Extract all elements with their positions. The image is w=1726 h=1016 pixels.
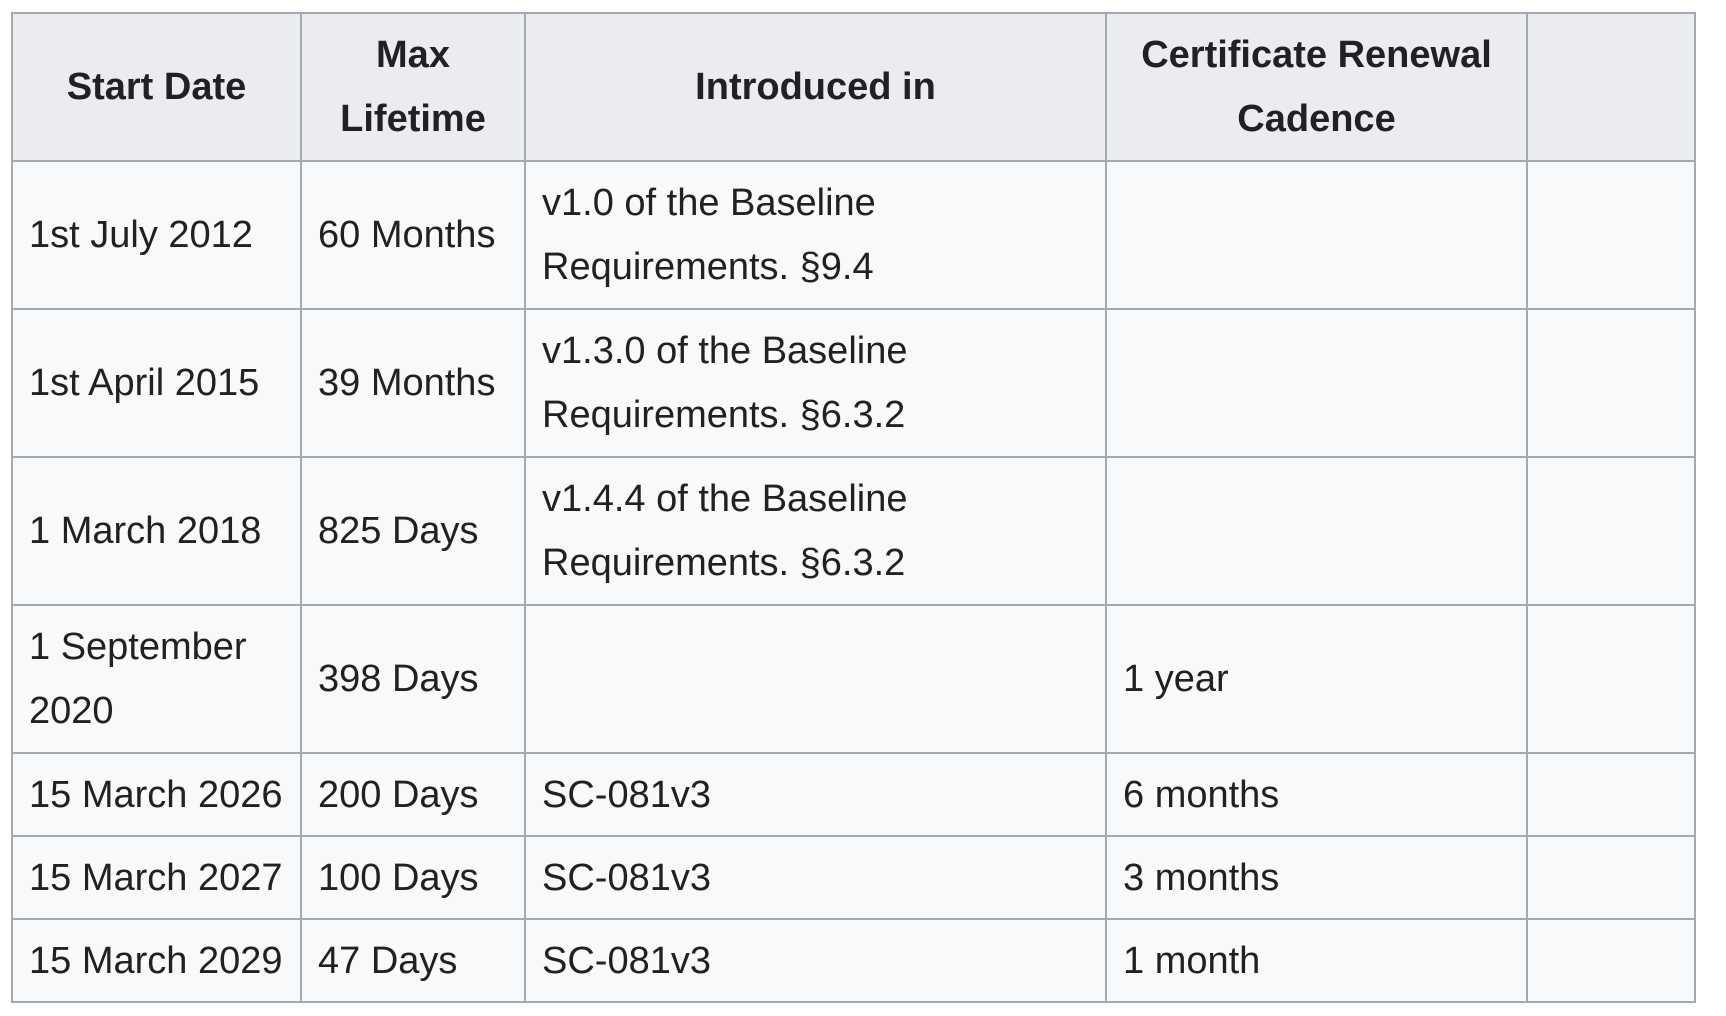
empty-cell <box>1526 752 1696 837</box>
cell-max-lifetime: 47 Days <box>300 918 526 1003</box>
cell-renewal-cadence: 1 month <box>1105 918 1528 1003</box>
cell-introduced-in: v1.3.0 of the Baseline Requirements. §6.… <box>524 308 1107 458</box>
table-row: 1 March 2018 825 Days v1.4.4 of the Base… <box>11 456 1696 606</box>
cell-max-lifetime: 100 Days <box>300 835 526 920</box>
cell-start-date: 15 March 2026 <box>11 752 302 837</box>
header-line: Introduced in <box>695 66 936 108</box>
certificate-lifetime-table: Start Date Max Lifetime Introduced in Ce… <box>11 12 1696 1003</box>
empty-cell <box>1526 604 1696 754</box>
column-header-introduced-in[interactable]: Introduced in <box>524 12 1107 162</box>
cell-start-date: 15 March 2029 <box>11 918 302 1003</box>
header-line: Lifetime <box>340 98 486 140</box>
empty-cell <box>1526 160 1696 310</box>
empty-cell <box>1526 835 1696 920</box>
cell-max-lifetime: 825 Days <box>300 456 526 606</box>
cell-renewal-cadence <box>1105 160 1528 310</box>
empty-cell <box>1526 308 1696 458</box>
cell-line: v1.4.4 of the Baseline <box>542 478 908 520</box>
cell-start-date: 15 March 2027 <box>11 835 302 920</box>
table-row: 15 March 2027 100 Days SC-081v3 3 months <box>11 835 1696 920</box>
cell-line: v1.0 of the Baseline <box>542 182 876 224</box>
empty-cell <box>1526 456 1696 606</box>
column-header-start-date[interactable]: Start Date <box>11 12 302 162</box>
table-row: 1st July 2012 60 Months v1.0 of the Base… <box>11 160 1696 310</box>
cell-renewal-cadence: 1 year <box>1105 604 1528 754</box>
cell-renewal-cadence: 3 months <box>1105 835 1528 920</box>
cell-introduced-in: v1.4.4 of the Baseline Requirements. §6.… <box>524 456 1107 606</box>
cell-max-lifetime: 60 Months <box>300 160 526 310</box>
column-header-max-lifetime[interactable]: Max Lifetime <box>300 12 526 162</box>
cell-line: 1 September <box>29 626 247 668</box>
cell-renewal-cadence: 6 months <box>1105 752 1528 837</box>
cell-max-lifetime: 398 Days <box>300 604 526 754</box>
cell-introduced-in: SC-081v3 <box>524 918 1107 1003</box>
cell-introduced-in: v1.0 of the Baseline Requirements. §9.4 <box>524 160 1107 310</box>
header-row: Start Date Max Lifetime Introduced in Ce… <box>11 12 1696 162</box>
cell-line: Requirements. §9.4 <box>542 246 874 288</box>
cell-line: 2020 <box>29 690 114 732</box>
cell-line: Requirements. §6.3.2 <box>542 542 906 584</box>
cell-max-lifetime: 200 Days <box>300 752 526 837</box>
column-header-renewal-cadence[interactable]: Certificate Renewal Cadence <box>1105 12 1528 162</box>
cell-line: Requirements. §6.3.2 <box>542 394 906 436</box>
empty-header-cell <box>1526 12 1696 162</box>
header-line: Start Date <box>66 66 247 108</box>
header-line: Certificate Renewal <box>1141 34 1492 76</box>
cell-line: v1.3.0 of the Baseline <box>542 330 908 372</box>
cell-max-lifetime: 39 Months <box>300 308 526 458</box>
empty-cell <box>1526 918 1696 1003</box>
header-line: Max <box>376 34 450 76</box>
cell-start-date: 1st April 2015 <box>11 308 302 458</box>
table-row: 1st April 2015 39 Months v1.3.0 of the B… <box>11 308 1696 458</box>
cell-renewal-cadence <box>1105 308 1528 458</box>
cell-start-date: 1st July 2012 <box>11 160 302 310</box>
table-row: 1 September 2020 398 Days 1 year <box>11 604 1696 754</box>
header-line: Cadence <box>1237 98 1396 140</box>
cell-start-date: 1 March 2018 <box>11 456 302 606</box>
cell-introduced-in <box>524 604 1107 754</box>
table-row: 15 March 2026 200 Days SC-081v3 6 months <box>11 752 1696 837</box>
cell-introduced-in: SC-081v3 <box>524 835 1107 920</box>
cell-renewal-cadence <box>1105 456 1528 606</box>
table-row: 15 March 2029 47 Days SC-081v3 1 month <box>11 918 1696 1003</box>
cell-start-date: 1 September 2020 <box>11 604 302 754</box>
cell-introduced-in: SC-081v3 <box>524 752 1107 837</box>
